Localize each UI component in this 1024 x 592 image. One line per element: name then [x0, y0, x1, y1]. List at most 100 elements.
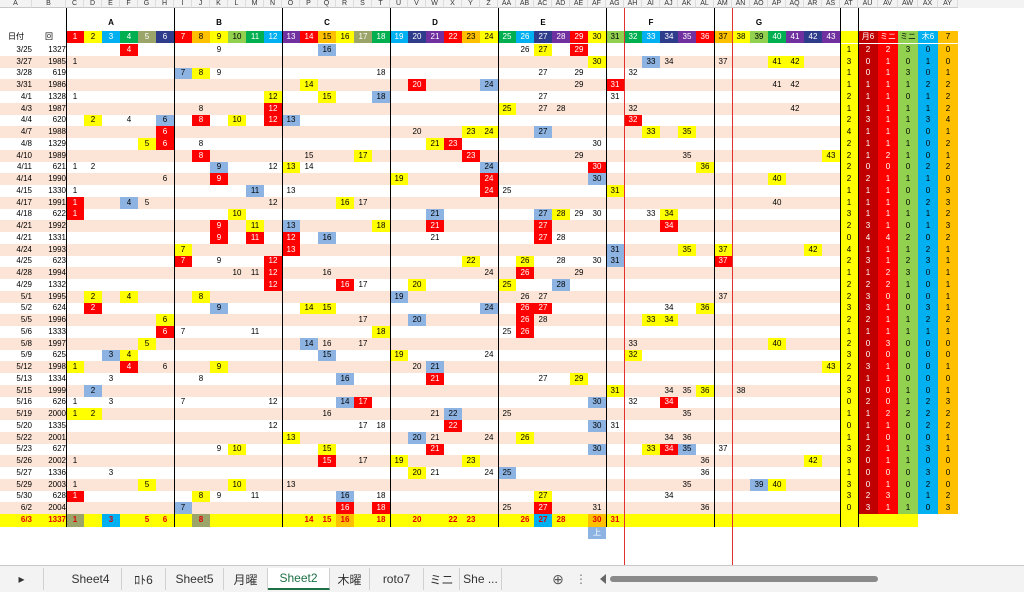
- summary-cell[interactable]: 1: [858, 373, 878, 385]
- summary-cell[interactable]: 1: [858, 149, 878, 162]
- date-cell[interactable]: 4/15: [16, 185, 32, 195]
- number-cell[interactable]: 18: [372, 220, 390, 232]
- date-cell[interactable]: 4/21: [16, 221, 32, 231]
- header-cell[interactable]: 21: [426, 31, 444, 43]
- summary-cell[interactable]: 1: [840, 326, 858, 338]
- header-cell[interactable]: 29: [570, 31, 588, 43]
- number-cell[interactable]: 36: [696, 384, 714, 397]
- summary-cell[interactable]: 0: [898, 373, 918, 385]
- date-cell[interactable]: 4/4: [20, 115, 32, 125]
- summary-cell[interactable]: 0: [878, 384, 898, 397]
- round-cell[interactable]: 626: [52, 397, 66, 407]
- number-cell[interactable]: 34: [664, 491, 674, 501]
- date-cell[interactable]: 5/1: [20, 291, 32, 301]
- number-cell[interactable]: 34: [660, 314, 678, 326]
- summary-cell[interactable]: 1: [918, 326, 938, 338]
- header-cell[interactable]: 35: [678, 31, 696, 43]
- number-cell[interactable]: 43: [822, 361, 840, 373]
- number-cell[interactable]: 28: [556, 103, 566, 113]
- scroll-left-icon[interactable]: [600, 574, 606, 584]
- summary-cell[interactable]: 0: [858, 337, 878, 350]
- summary-cell[interactable]: 0: [858, 455, 878, 467]
- number-cell[interactable]: 6: [156, 314, 174, 326]
- number-cell[interactable]: 17: [358, 197, 368, 207]
- number-cell[interactable]: 18: [372, 326, 390, 338]
- date-cell[interactable]: 5/15: [16, 385, 32, 395]
- column-header[interactable]: AD: [552, 0, 570, 8]
- summary-cell[interactable]: 1: [938, 326, 958, 338]
- number-cell[interactable]: 7: [174, 67, 192, 80]
- summary-cell[interactable]: 1: [878, 138, 898, 150]
- number-cell[interactable]: 18: [376, 491, 386, 501]
- number-cell[interactable]: 11: [246, 185, 264, 197]
- header-cell[interactable]: 1: [66, 31, 84, 43]
- summary-cell[interactable]: 1: [878, 302, 898, 315]
- header-cell[interactable]: 14: [300, 31, 318, 43]
- number-cell[interactable]: 5: [138, 478, 156, 491]
- summary-cell[interactable]: 2: [840, 373, 858, 385]
- summary-cell[interactable]: 0: [878, 349, 898, 362]
- number-cell[interactable]: 15: [318, 455, 336, 467]
- summary-cell[interactable]: 1: [898, 138, 918, 150]
- summary-cell[interactable]: 0: [918, 373, 938, 385]
- number-cell[interactable]: 24: [480, 302, 498, 315]
- round-cell[interactable]: 623: [52, 256, 66, 266]
- header-cell[interactable]: 6: [156, 31, 174, 43]
- number-cell[interactable]: 16: [322, 338, 332, 348]
- summary-cell[interactable]: 3: [938, 185, 958, 197]
- header-cell[interactable]: 27: [534, 31, 552, 43]
- summary-cell[interactable]: 4: [840, 243, 858, 256]
- header-cell[interactable]: 11: [246, 31, 264, 43]
- summary-cell[interactable]: 0: [918, 44, 938, 56]
- round-cell[interactable]: 1330: [48, 185, 66, 195]
- summary-cell[interactable]: 1: [858, 102, 878, 115]
- column-header[interactable]: AU: [858, 0, 878, 8]
- number-cell[interactable]: 42: [790, 103, 800, 113]
- number-cell[interactable]: 31: [606, 384, 624, 397]
- number-cell[interactable]: 3: [108, 373, 114, 383]
- total-round[interactable]: 1337: [48, 515, 66, 525]
- number-cell[interactable]: 34: [660, 208, 678, 221]
- number-cell[interactable]: 1: [66, 361, 84, 373]
- number-cell[interactable]: 8: [198, 103, 204, 113]
- date-cell[interactable]: 5/23: [16, 444, 32, 454]
- round-cell[interactable]: 1993: [48, 244, 66, 254]
- summary-cell[interactable]: 1: [898, 79, 918, 91]
- summary-cell[interactable]: 0: [878, 467, 898, 479]
- summary-cell[interactable]: 3: [858, 361, 878, 373]
- summary-cell[interactable]: 1: [858, 267, 878, 279]
- summary-cell[interactable]: 2: [918, 314, 938, 326]
- number-cell[interactable]: 16: [336, 490, 354, 503]
- summary-cell[interactable]: 1: [878, 196, 898, 209]
- column-header[interactable]: R: [336, 0, 354, 8]
- column-header[interactable]: H: [156, 0, 174, 8]
- summary-cell[interactable]: 2: [858, 44, 878, 56]
- summary-cell[interactable]: 1: [938, 443, 958, 456]
- number-cell[interactable]: 16: [336, 373, 354, 385]
- number-cell[interactable]: 31: [592, 503, 602, 513]
- number-cell[interactable]: 35: [682, 409, 692, 419]
- round-cell[interactable]: 2002: [48, 456, 66, 466]
- round-cell[interactable]: 1335: [48, 420, 66, 430]
- number-cell[interactable]: 36: [700, 467, 710, 477]
- header-cell[interactable]: 26: [516, 31, 534, 43]
- number-cell[interactable]: 35: [682, 385, 692, 395]
- column-header[interactable]: S: [354, 0, 372, 8]
- summary-cell[interactable]: 2: [918, 478, 938, 491]
- number-cell[interactable]: 34: [664, 432, 674, 442]
- number-cell[interactable]: 20: [408, 314, 426, 326]
- number-cell[interactable]: 37: [718, 291, 728, 301]
- number-cell[interactable]: 2: [84, 114, 102, 127]
- number-cell[interactable]: 35: [682, 150, 692, 160]
- summary-cell[interactable]: 3: [878, 490, 898, 503]
- number-cell[interactable]: 20: [408, 279, 426, 291]
- summary-cell[interactable]: 0: [938, 455, 958, 467]
- date-cell[interactable]: 5/13: [16, 373, 32, 383]
- number-cell[interactable]: 24: [484, 432, 494, 442]
- column-header[interactable]: AJ: [660, 0, 678, 8]
- header-cell[interactable]: 42: [804, 31, 822, 43]
- number-cell[interactable]: 1: [66, 408, 84, 420]
- summary-cell[interactable]: 0: [918, 337, 938, 350]
- summary-cell[interactable]: 2: [840, 361, 858, 373]
- summary-cell[interactable]: 1: [840, 44, 858, 56]
